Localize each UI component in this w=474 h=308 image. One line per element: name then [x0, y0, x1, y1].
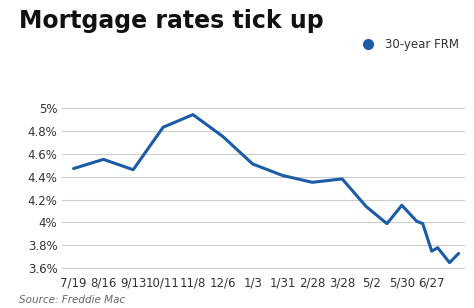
Legend: 30-year FRM: 30-year FRM — [356, 38, 459, 51]
Text: Mortgage rates tick up: Mortgage rates tick up — [19, 9, 324, 33]
Text: Source: Freddie Mac: Source: Freddie Mac — [19, 295, 125, 305]
